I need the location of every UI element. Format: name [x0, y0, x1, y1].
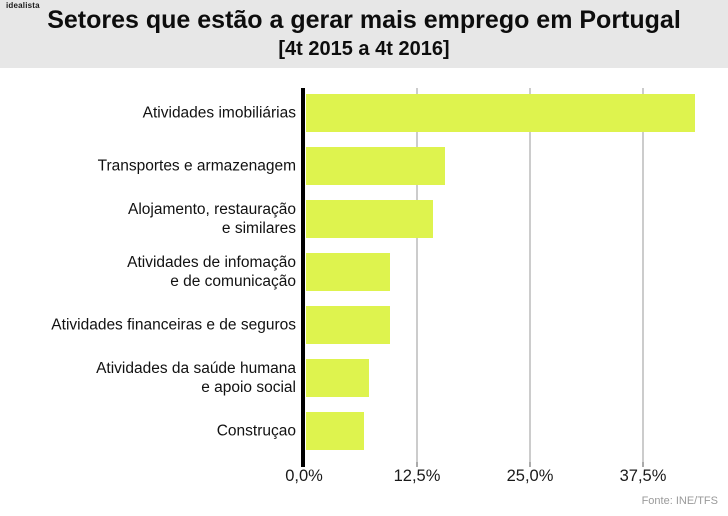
- category-label: Construçao: [216, 422, 296, 440]
- category-label: Atividades imobiliárias: [142, 104, 296, 122]
- x-axis-tick-label: 12,5%: [393, 467, 441, 485]
- bar: [306, 94, 695, 132]
- gridline: [642, 88, 644, 462]
- category-label: Atividades financeiras e de seguros: [51, 316, 296, 334]
- source-note: Fonte: INE/TFS: [641, 495, 718, 507]
- x-axis-tick: [642, 462, 644, 467]
- bar: [306, 147, 446, 185]
- x-axis-tick: [529, 462, 531, 467]
- chart-header: idealista Setores que estão a gerar mais…: [0, 0, 728, 68]
- category-label: Alojamento, restauração e similares: [127, 201, 296, 237]
- chart-title: Setores que estão a gerar mais emprego e…: [47, 6, 681, 34]
- bar: [306, 306, 391, 344]
- bar: [306, 200, 433, 238]
- category-label: Transportes e armazenagem: [97, 157, 296, 175]
- x-axis-tick: [416, 462, 418, 467]
- x-axis-tick-label: 37,5%: [619, 467, 667, 485]
- x-axis-tick-label: 25,0%: [506, 467, 554, 485]
- bar: [306, 253, 391, 291]
- bar: [306, 359, 370, 397]
- y-axis-line: [301, 88, 305, 467]
- chart-subtitle: [4t 2015 a 4t 2016]: [278, 38, 450, 60]
- gridline: [416, 88, 418, 462]
- x-axis-tick-label: 0,0%: [285, 467, 323, 485]
- category-label: Atividades de infomação e de comunicação: [127, 254, 296, 290]
- bar: [306, 412, 364, 450]
- category-label: Atividades da saúde humana e apoio socia…: [96, 360, 296, 396]
- brand-logo: idealista: [6, 1, 40, 10]
- gridline: [529, 88, 531, 462]
